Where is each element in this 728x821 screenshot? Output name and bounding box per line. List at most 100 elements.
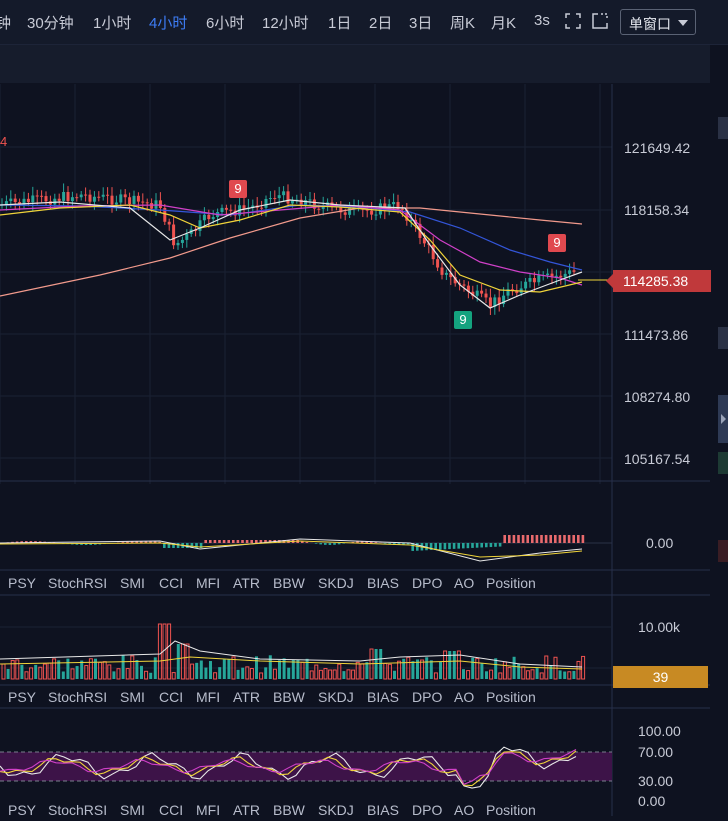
- volume-bar: [287, 668, 290, 679]
- timeframe-3d[interactable]: 3日: [409, 12, 432, 33]
- candle-body: [375, 215, 378, 216]
- candle-body: [392, 202, 395, 204]
- tab-ao[interactable]: AO: [454, 575, 474, 591]
- tab-psy[interactable]: PSY: [8, 575, 36, 591]
- volume-bar: [421, 660, 424, 679]
- macd-bar: [439, 543, 442, 550]
- volume-bar: [306, 659, 309, 679]
- volume-bar: [191, 664, 194, 679]
- candle-body: [159, 200, 162, 208]
- candle-body: [137, 196, 140, 202]
- candle-body: [529, 278, 532, 282]
- macd-bar: [329, 543, 332, 545]
- candle-body: [80, 195, 83, 198]
- tab-atr[interactable]: ATR: [233, 689, 260, 705]
- volume-bar: [402, 659, 405, 679]
- tab-mfi[interactable]: MFI: [196, 575, 220, 591]
- fullscreen-icon[interactable]: [564, 12, 582, 30]
- tab-bias[interactable]: BIAS: [367, 689, 399, 705]
- candle-body: [27, 199, 30, 202]
- candle-body: [58, 199, 61, 201]
- volume-bar: [273, 669, 276, 679]
- timeframe-30m[interactable]: 30分钟: [27, 12, 74, 33]
- tab-atr[interactable]: ATR: [233, 575, 260, 591]
- tab-ao[interactable]: AO: [454, 689, 474, 705]
- volume-bar: [411, 661, 414, 679]
- macd-bar: [204, 540, 207, 543]
- timeframe-week[interactable]: 周K: [450, 12, 475, 33]
- candle-body: [141, 202, 144, 203]
- volume-bar: [499, 673, 502, 679]
- macd-bar: [444, 543, 447, 549]
- volume-bar: [513, 657, 516, 679]
- volume-bar: [168, 624, 171, 679]
- moving-average-line: [0, 208, 582, 296]
- tab-stochrsi[interactable]: StochRSI: [48, 575, 107, 591]
- tab-mfi[interactable]: MFI: [196, 689, 220, 705]
- tab-skdj[interactable]: SKDJ: [318, 575, 354, 591]
- tab-smi[interactable]: SMI: [120, 575, 145, 591]
- timeframe-2d[interactable]: 2日: [369, 12, 392, 33]
- tab-dpo[interactable]: DPO: [412, 689, 442, 705]
- macd-bar: [526, 535, 529, 543]
- tab-bias[interactable]: BIAS: [367, 575, 399, 591]
- volume-bar: [278, 660, 281, 679]
- tab-bbw[interactable]: BBW: [273, 689, 305, 705]
- edge-marker: [718, 117, 728, 139]
- timeframe-1h[interactable]: 1小时: [93, 12, 131, 33]
- tab-smi[interactable]: SMI: [120, 689, 145, 705]
- volume-bar: [25, 672, 28, 679]
- candle-body: [533, 278, 536, 282]
- timeframe-partial[interactable]: 钟: [0, 12, 11, 33]
- volume-bar: [462, 669, 465, 679]
- tab-position[interactable]: Position: [486, 575, 536, 591]
- volume-bar: [333, 670, 336, 679]
- timeframe-1d[interactable]: 1日: [328, 12, 351, 33]
- window-mode-label: 单窗口: [629, 14, 671, 34]
- tab-skdj[interactable]: SKDJ: [318, 689, 354, 705]
- volume-bar: [214, 673, 217, 679]
- macd-bar: [306, 542, 309, 543]
- price-axis-label: 118158.34: [624, 202, 689, 218]
- volume-bar: [467, 671, 470, 679]
- edge-marker: [718, 540, 728, 562]
- volume-bar: [319, 670, 322, 679]
- timeframe-3s[interactable]: 3s: [534, 12, 550, 29]
- volume-bar: [195, 663, 198, 679]
- candle-body: [370, 211, 373, 215]
- macd-bar: [549, 535, 552, 543]
- volume-bar: [43, 664, 46, 679]
- macd-bar: [503, 535, 506, 543]
- candle-body: [133, 196, 136, 204]
- macd-bar: [241, 540, 244, 543]
- candle-body: [573, 270, 576, 271]
- macd-bar: [522, 535, 525, 543]
- tab-dpo[interactable]: DPO: [412, 575, 442, 591]
- candle-body: [212, 217, 215, 219]
- chevron-down-icon: [678, 20, 688, 26]
- volume-bar: [158, 624, 161, 679]
- timeframe-4h[interactable]: 4小时: [149, 12, 187, 33]
- macd-bar: [480, 543, 483, 547]
- timeframe-6h[interactable]: 6小时: [206, 12, 244, 33]
- tab-cci[interactable]: CCI: [159, 689, 183, 705]
- timeframe-month[interactable]: 月K: [491, 12, 516, 33]
- tab-bbw[interactable]: BBW: [273, 575, 305, 591]
- volume-bar: [30, 668, 33, 679]
- volume-bar: [53, 659, 56, 679]
- tab-cci[interactable]: CCI: [159, 575, 183, 591]
- candle-body: [128, 197, 131, 204]
- tab-psy[interactable]: PSY: [8, 689, 36, 705]
- tab-stochrsi[interactable]: StochRSI: [48, 689, 107, 705]
- candle-body: [9, 199, 12, 202]
- price-axis-label: 111473.86: [624, 327, 688, 343]
- volume-bar: [99, 662, 102, 679]
- volume-bar: [531, 670, 534, 679]
- window-mode-select[interactable]: 单窗口: [620, 9, 696, 35]
- panel-scroll-handle[interactable]: [718, 395, 728, 443]
- tab-position[interactable]: Position: [486, 689, 536, 705]
- macd-bar: [227, 540, 230, 543]
- macd-bar: [513, 535, 516, 543]
- timeframe-12h[interactable]: 12小时: [262, 12, 309, 33]
- screenshot-icon[interactable]: [591, 12, 609, 30]
